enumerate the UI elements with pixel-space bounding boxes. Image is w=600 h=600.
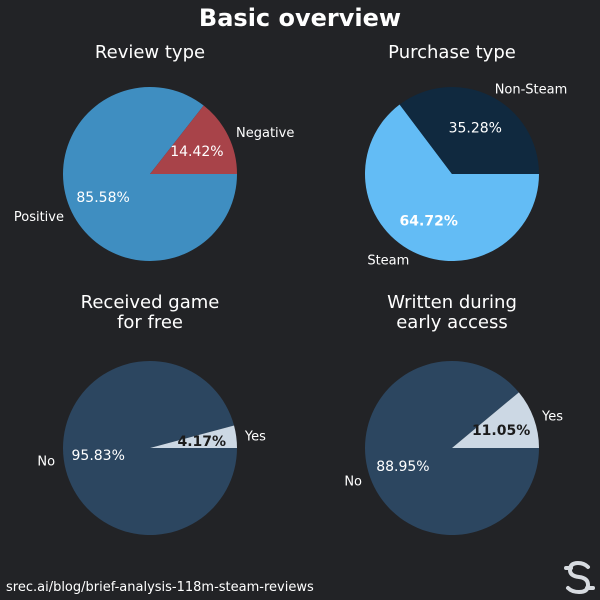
pie-category-label: Negative — [236, 126, 294, 141]
pie-slice-negative — [150, 105, 237, 174]
pie-category-label: Yes — [244, 430, 266, 445]
pie-category-label: Positive — [14, 210, 64, 225]
pie-charts-grid: Review type 85.58% Positive 14.42% Negative P… — [14, 42, 568, 536]
pie-category-label: No — [344, 475, 362, 490]
pie-title: for free — [117, 312, 183, 333]
srec-logo-icon — [564, 561, 595, 594]
footer-url[interactable]: srec.ai/blog/brief-analysis-118m-steam-r… — [6, 580, 314, 595]
pie-pct-label: 35.28% — [449, 120, 502, 136]
pie-chart-2: Purchase type 64.72% Steam 35.28% Non-Steam — [364, 42, 568, 269]
pie-pct-label: 4.17% — [178, 434, 227, 450]
pie-pct-label: 85.58% — [76, 190, 129, 206]
pie-slice-no — [63, 361, 237, 536]
pie-slice-non-steam — [399, 87, 539, 174]
figure-title: Basic overview — [199, 4, 401, 32]
pie-title: Written during — [387, 292, 517, 313]
pie-slice-positive — [62, 87, 238, 262]
pie-pct-label: 95.83% — [72, 448, 125, 464]
pie-title: Purchase type — [388, 42, 516, 63]
pie-slice-no — [365, 360, 539, 535]
pie-title: Review type — [95, 42, 205, 63]
pie-category-label: Yes — [541, 409, 563, 424]
pie-category-label: Steam — [367, 254, 409, 269]
pie-slice-steam — [364, 104, 539, 262]
pie-slice-yes — [150, 425, 237, 448]
pie-pct-label: 14.42% — [170, 144, 223, 160]
pie-pct-label: 88.95% — [376, 459, 429, 475]
pie-pct-label: 64.72% — [400, 214, 458, 230]
pie-pct-label: 11.05% — [472, 423, 530, 439]
pie-category-label: No — [37, 455, 55, 470]
pie-slice-yes — [452, 392, 539, 448]
pie-category-label: Non-Steam — [495, 82, 568, 97]
pie-title: Received game — [81, 292, 220, 313]
pie-chart-1: Review type 85.58% Positive 14.42% Negative — [14, 42, 294, 262]
pie-title: early access — [396, 312, 508, 333]
